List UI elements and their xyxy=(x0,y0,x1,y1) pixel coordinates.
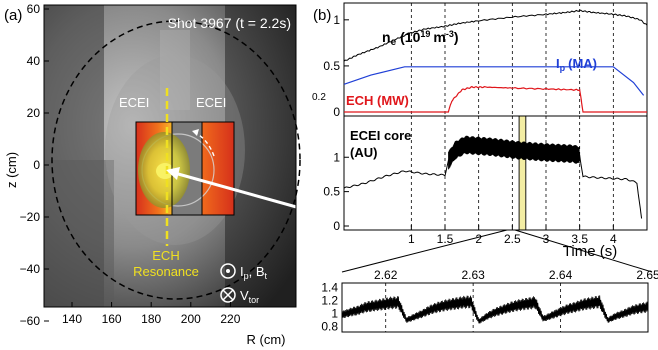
panel-a-ytick-label: 60 xyxy=(27,2,41,16)
inset-plot-xticks: 2.62 2.63 2.64 2.65 xyxy=(374,268,658,282)
panel-b-label: (b) xyxy=(313,7,331,24)
ecei-label-right: ECEI xyxy=(196,95,226,110)
mid-xtick-label: 2.5 xyxy=(504,232,521,246)
time-window-highlight xyxy=(518,115,527,231)
middle-plot-yticks: 00.51 xyxy=(323,150,349,233)
inset-xtick-label: 2.65 xyxy=(636,268,658,282)
mid-xtick-label: 3 xyxy=(543,232,550,246)
ecei-label-left: ECEI xyxy=(119,95,149,110)
into-page-icon xyxy=(220,287,236,303)
ecei-fluctuations xyxy=(448,135,580,170)
plasma-boundary xyxy=(51,20,301,300)
panel-a-xticks: 140 160 180 200 220 xyxy=(62,302,241,326)
time-xlabel: Time (s) xyxy=(563,243,617,260)
mid-xtick-label: 1 xyxy=(408,232,415,246)
mid-xtick-label: 3.5 xyxy=(571,232,588,246)
pointer-arrow-head xyxy=(166,167,180,180)
panel-a-ytick-label: 0 xyxy=(33,158,40,172)
ecei-view xyxy=(135,121,235,216)
inset-xtick-label: 2.64 xyxy=(549,268,573,282)
ip-series-line xyxy=(343,66,645,96)
direction-legend: Ip, Bt Vtor xyxy=(220,263,268,305)
panel-a-frame xyxy=(43,4,297,308)
ecei-core-label-line2: (AU) xyxy=(350,145,377,160)
ech-label-line1: ECH xyxy=(152,248,179,263)
zoom-line-right xyxy=(514,229,653,273)
panel-a-xtick-label: 140 xyxy=(62,312,82,326)
panel-a-label: (a) xyxy=(4,7,22,24)
mid-xtick-label: 4 xyxy=(610,232,617,246)
inset-xtick-label: 2.63 xyxy=(461,268,485,282)
ip-label: Ip (MA) xyxy=(556,56,597,73)
ne-label: ne (1019 m-3) xyxy=(382,29,459,48)
ech-scale-label: 0.2 xyxy=(312,92,326,103)
top-ytick-label: 0 xyxy=(333,105,340,119)
inset-ytick-label: 1 xyxy=(331,307,338,321)
inset-ytick-label: 0.8 xyxy=(321,320,338,334)
middle-plot-grid xyxy=(410,116,614,230)
mid-ytick-label: 1 xyxy=(333,150,340,164)
mid-xtick-label: 2 xyxy=(475,232,482,246)
svg-text:Vtor: Vtor xyxy=(240,288,259,305)
inset-xtick-label: 2.62 xyxy=(374,268,398,282)
out-of-page-icon xyxy=(220,263,236,279)
svg-text:Ip, Bt: Ip, Bt xyxy=(240,264,268,281)
panel-a-ytick-label: 40 xyxy=(27,54,41,68)
middle-plot-xticks: 1 1.5 2 2.5 3 3.5 4 xyxy=(408,225,617,246)
panel-a-xtick-label: 160 xyxy=(102,312,122,326)
top-ytick-label: 0.5 xyxy=(323,59,340,73)
inset-ytick-label: 1.4 xyxy=(321,280,338,294)
ecei-spike-trace xyxy=(448,135,580,170)
mid-xtick-label: 1.5 xyxy=(437,232,454,246)
shot-title: Shot 3967 (t = 2.2s) xyxy=(168,15,291,31)
pointer-arrow xyxy=(170,170,301,210)
panel-a-xtick-label: 200 xyxy=(181,312,201,326)
ecei-core-label-line1: ECEI core xyxy=(350,128,411,143)
panel-a-ytick-label: −20 xyxy=(20,210,41,224)
ech-label-line2: Resonance xyxy=(133,264,199,279)
panel-a-xlabel: R (cm) xyxy=(247,332,286,347)
top-ytick-label: 1 xyxy=(333,13,340,27)
zoom-line-left xyxy=(341,229,508,273)
ech-series-line xyxy=(344,85,647,113)
top-plot-frame xyxy=(343,2,648,117)
panel-a-ytick-label: −60 xyxy=(20,314,41,328)
mid-ytick-label: 0.5 xyxy=(323,185,340,199)
panel-a-ylabel: z (cm) xyxy=(4,152,19,188)
ne-series-line xyxy=(343,9,648,62)
panel-a-xtick-label: 220 xyxy=(220,312,240,326)
inset-ytick-label: 1.2 xyxy=(321,293,338,307)
top-plot-grid xyxy=(410,3,614,116)
panel-a-ytick-label: 20 xyxy=(27,106,41,120)
ech-label: ECH (MW) xyxy=(346,93,409,108)
panel-a-yticks: 60 40 20 0 −20 −40 −60 xyxy=(20,2,49,328)
mid-ytick-label: 0 xyxy=(333,219,340,233)
panel-a-xtick-label: 180 xyxy=(141,312,161,326)
panel-a-ytick-label: −40 xyxy=(20,262,41,276)
inset-plot-yticks: 1.41.210.8 xyxy=(321,280,338,333)
inset-series-line xyxy=(341,295,649,324)
